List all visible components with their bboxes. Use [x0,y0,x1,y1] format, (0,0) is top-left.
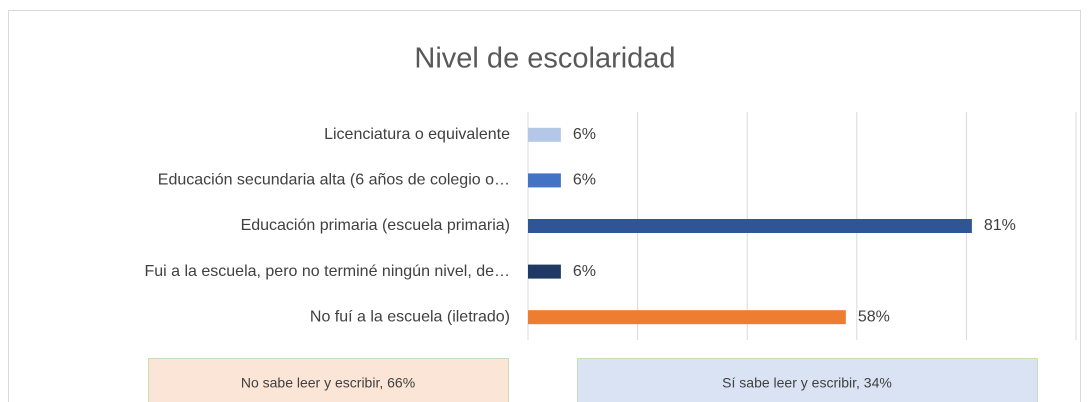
bar [528,264,561,279]
chart-border [8,10,1081,402]
data-label: 81% [984,217,1016,234]
data-label: 6% [573,263,596,280]
y-tick-label: No fuí a la escuela (iletrado) [310,308,510,325]
y-tick-label: Educación primaria (escuela primaria) [241,217,510,234]
annotation-box [148,358,509,402]
y-tick-label: Licenciatura o equivalente [324,126,510,143]
annotation: Sí sabe leer y escribir, 34% [722,375,892,391]
bar [528,310,846,325]
annotation: No sabe leer y escribir, 66% [241,375,415,391]
bar [528,219,972,233]
y-tick-label: Fui a la escuela, pero no terminé ningún… [144,263,510,280]
chart-title: Nivel de escolaridad [414,43,675,75]
data-label: 6% [573,172,596,189]
data-label: 6% [573,126,596,143]
bar [528,173,561,188]
data-label: 58% [858,308,890,325]
y-tick-label: Educación secundaria alta (6 años de col… [158,172,510,189]
annotation-box [577,358,1038,402]
bar [528,127,561,142]
